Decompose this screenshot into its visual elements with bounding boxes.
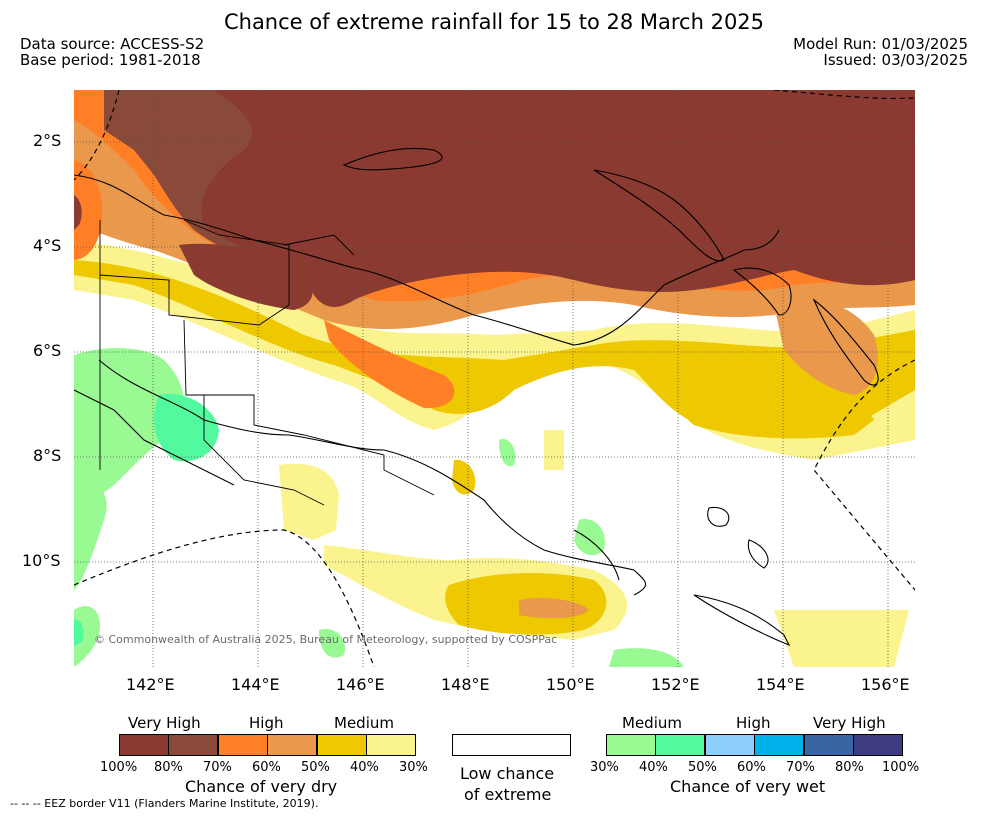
dry-swatch-0 — [119, 734, 169, 756]
wet-tick-70: 70% — [786, 760, 815, 775]
copyright-text: © Commonwealth of Australia 2025, Bureau… — [94, 633, 558, 646]
lon-label-142e: 142°E — [126, 675, 175, 694]
wet-header-medium: Medium — [622, 714, 682, 732]
wet-tick-100: 100% — [882, 760, 920, 775]
wet-swatch-0 — [606, 734, 656, 756]
dry-very-high-band — [74, 90, 915, 310]
wet-swatch-2 — [704, 734, 755, 756]
lat-label-4s: 4°S — [33, 236, 62, 255]
dry-tick-100: 100% — [100, 760, 138, 775]
wet-medium-band — [74, 348, 684, 667]
low-chance-swatch — [452, 734, 571, 756]
province-borders — [99, 219, 435, 506]
wet-tick-50: 50% — [688, 760, 717, 775]
dry-medium-band — [74, 260, 915, 635]
dry-legend-title: Chance of very dry — [185, 777, 338, 796]
lon-label-156e: 156°E — [861, 675, 910, 694]
wet-tick-30: 30% — [590, 760, 619, 775]
map-grid — [74, 90, 915, 667]
lat-label-6s: 6°S — [33, 341, 62, 360]
lon-label-152e: 152°E — [651, 675, 700, 694]
wet-header-very-high: Very High — [813, 714, 886, 732]
lat-label-10s: 10°S — [22, 551, 61, 570]
dry-swatch-1 — [168, 734, 219, 756]
dry-swatch-4 — [316, 734, 367, 756]
dry-tick-40: 40% — [350, 760, 379, 775]
dry-header-high: High — [249, 714, 284, 732]
dry-swatch-2 — [217, 734, 268, 756]
wet-swatch-3 — [754, 734, 805, 756]
eez-borders — [74, 90, 915, 667]
low-chance-label-line2: of extreme — [464, 785, 552, 804]
dry-tick-50: 50% — [301, 760, 330, 775]
chart-title: Chance of extreme rainfall for 15 to 28 … — [223, 10, 765, 34]
dry-swatch-5 — [366, 734, 416, 756]
lon-label-146e: 146°E — [336, 675, 385, 694]
dry-tick-80: 80% — [154, 760, 183, 775]
dry-tick-60: 60% — [252, 760, 281, 775]
wet-tick-60: 60% — [737, 760, 766, 775]
low-chance-label-line1: Low chance — [460, 764, 555, 783]
model-run-text: Model Run: 01/03/2025 — [793, 35, 968, 53]
data-source-text: Data source: ACCESS-S2 — [20, 35, 205, 53]
rainfall-map: © Commonwealth of Australia 2025, Bureau… — [74, 90, 915, 667]
wet-header-high: High — [736, 714, 771, 732]
coastlines — [74, 147, 879, 647]
lat-label-2s: 2°S — [33, 131, 62, 150]
lon-label-150e: 150°E — [546, 675, 595, 694]
wet-tick-40: 40% — [639, 760, 668, 775]
wet-medium-high-band — [74, 394, 219, 646]
map-canvas — [74, 90, 915, 667]
lon-label-154e: 154°E — [756, 675, 805, 694]
eez-footnote: -- -- -- EEZ border V11 (Flanders Marine… — [10, 797, 319, 810]
dry-swatch-3 — [267, 734, 318, 756]
dry-tick-70: 70% — [203, 760, 232, 775]
lat-label-8s: 8°S — [33, 446, 62, 465]
wet-swatch-1 — [655, 734, 706, 756]
dry-header-very-high: Very High — [128, 714, 201, 732]
dry-tick-30: 30% — [399, 760, 428, 775]
wet-legend-title: Chance of very wet — [670, 777, 826, 796]
lon-label-144e: 144°E — [231, 675, 280, 694]
issued-text: Issued: 03/03/2025 — [823, 51, 968, 69]
wet-tick-80: 80% — [835, 760, 864, 775]
lon-label-148e: 148°E — [441, 675, 490, 694]
wet-swatch-5 — [853, 734, 903, 756]
dry-header-medium: Medium — [334, 714, 394, 732]
base-period-text: Base period: 1981-2018 — [20, 51, 201, 69]
wet-swatch-4 — [803, 734, 854, 756]
